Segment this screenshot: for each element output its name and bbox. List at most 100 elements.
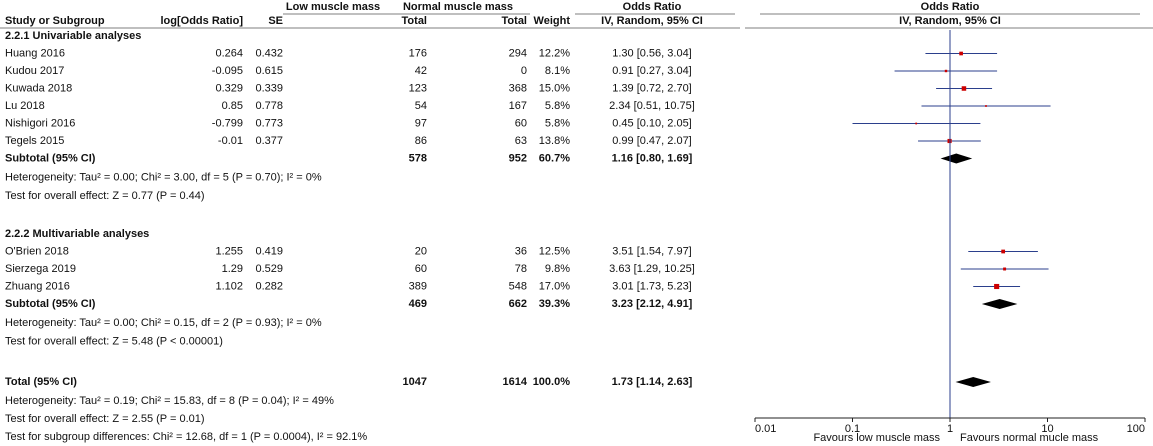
group-title: 2.2.2 Multivariable analyses: [5, 228, 149, 240]
weight: 12.5%: [539, 245, 570, 257]
low-total: 1047: [403, 376, 427, 388]
overall-test: Test for overall effect: Z = 0.77 (P = 0…: [5, 190, 205, 202]
odds-ratio: 1.73 [1.14, 2.63]: [612, 376, 693, 388]
log-or: -0.01: [218, 135, 243, 147]
heterogeneity: Heterogeneity: Tau² = 0.00; Chi² = 3.00,…: [5, 171, 322, 183]
study-name: Kudou 2017: [5, 65, 64, 77]
weight: 100.0%: [533, 376, 571, 388]
header-column: log[Odds Ratio]: [161, 15, 244, 27]
study-marker: [944, 69, 948, 73]
x-tick-label: 1: [947, 423, 953, 435]
study-marker: [994, 283, 1000, 290]
se: 0.282: [255, 280, 283, 292]
low-total: 97: [415, 117, 427, 129]
odds-ratio: 3.51 [1.54, 7.97]: [612, 245, 692, 257]
weight: 5.8%: [545, 100, 570, 112]
subgroup-test: Test for subgroup differences: Chi² = 12…: [5, 431, 367, 443]
header-column: Study or Subgroup: [5, 15, 105, 27]
header-column: IV, Random, 95% CI: [899, 15, 1001, 27]
normal-total: 294: [509, 47, 527, 59]
se: 0.339: [255, 82, 283, 94]
summary-label: Subtotal (95% CI): [5, 298, 96, 310]
study-marker: [959, 51, 963, 56]
se: 0.529: [255, 263, 283, 275]
odds-ratio: 1.30 [0.56, 3.04]: [612, 47, 692, 59]
se: 0.432: [255, 47, 283, 59]
odds-ratio: 0.91 [0.27, 3.04]: [612, 65, 692, 77]
study-name: Nishigori 2016: [5, 117, 75, 129]
weight: 5.8%: [545, 117, 570, 129]
odds-ratio: 1.16 [0.80, 1.69]: [612, 152, 693, 164]
low-total: 42: [415, 65, 427, 77]
odds-ratio: 1.39 [0.72, 2.70]: [612, 82, 692, 94]
log-or: -0.095: [212, 65, 243, 77]
normal-total: 167: [509, 100, 527, 112]
study-name: O'Brien 2018: [5, 245, 69, 257]
odds-ratio: 3.01 [1.73, 5.23]: [612, 280, 692, 292]
header-column: Total: [502, 15, 527, 27]
odds-ratio: 0.45 [0.10, 2.05]: [612, 117, 692, 129]
weight: 15.0%: [539, 82, 570, 94]
low-total: 60: [415, 263, 427, 275]
weight: 13.8%: [539, 135, 570, 147]
normal-total: 36: [515, 245, 527, 257]
header-column: Weight: [534, 15, 571, 27]
low-total: 54: [415, 100, 427, 112]
low-total: 123: [409, 82, 427, 94]
study-name: Sierzega 2019: [5, 263, 76, 275]
summary-label: Total (95% CI): [5, 376, 77, 388]
favours-right: Favours normal mucle mass: [960, 432, 1099, 444]
se: 0.419: [255, 245, 283, 257]
study-marker: [961, 86, 967, 91]
low-total: 389: [409, 280, 427, 292]
study-marker: [1003, 267, 1007, 271]
log-or: 0.329: [215, 82, 243, 94]
study-name: Zhuang 2016: [5, 280, 70, 292]
weight: 12.2%: [539, 47, 570, 59]
heterogeneity: Heterogeneity: Tau² = 0.19; Chi² = 15.83…: [5, 395, 334, 407]
study-name: Kuwada 2018: [5, 82, 72, 94]
overall-test: Test for overall effect: Z = 5.48 (P < 0…: [5, 335, 223, 347]
header-top: Low muscle mass: [286, 1, 380, 13]
se: 0.377: [255, 135, 283, 147]
odds-ratio: 0.99 [0.47, 2.07]: [612, 135, 692, 147]
normal-total: 63: [515, 135, 527, 147]
favours-left: Favours low muscle mass: [813, 432, 940, 444]
x-tick-label: 0.01: [755, 423, 776, 435]
diamond: [955, 377, 991, 387]
log-or: 1.29: [222, 263, 243, 275]
weight: 60.7%: [539, 152, 570, 164]
study-marker: [1001, 249, 1006, 254]
weight: 39.3%: [539, 298, 570, 310]
header-column: SE: [268, 15, 283, 27]
low-total: 86: [415, 135, 427, 147]
weight: 17.0%: [539, 280, 570, 292]
group-title: 2.2.1 Univariable analyses: [5, 30, 141, 42]
overall-test: Test for overall effect: Z = 2.55 (P = 0…: [5, 413, 205, 425]
odds-ratio: 2.34 [0.51, 10.75]: [609, 100, 695, 112]
header-column: Total: [402, 15, 427, 27]
odds-ratio: 3.63 [1.29, 10.25]: [609, 263, 695, 275]
heterogeneity: Heterogeneity: Tau² = 0.00; Chi² = 0.15,…: [5, 317, 322, 329]
odds-ratio: 3.23 [2.12, 4.91]: [612, 298, 693, 310]
se: 0.778: [255, 100, 283, 112]
normal-total: 1614: [503, 376, 528, 388]
low-total: 176: [409, 47, 427, 59]
log-or: 0.85: [222, 100, 243, 112]
study-marker: [915, 122, 918, 125]
diamond: [940, 153, 973, 164]
header-top: Normal muscle mass: [403, 1, 513, 13]
study-name: Tegels 2015: [5, 135, 64, 147]
se: 0.773: [255, 117, 283, 129]
study-name: Lu 2018: [5, 100, 45, 112]
normal-total: 952: [509, 152, 527, 164]
x-tick-label: 100: [1127, 423, 1145, 435]
log-or: -0.799: [212, 117, 243, 129]
log-or: 0.264: [215, 47, 243, 59]
normal-total: 548: [509, 280, 527, 292]
header-top: Odds Ratio: [623, 1, 682, 13]
normal-total: 0: [521, 65, 527, 77]
normal-total: 60: [515, 117, 527, 129]
study-name: Huang 2016: [5, 47, 65, 59]
